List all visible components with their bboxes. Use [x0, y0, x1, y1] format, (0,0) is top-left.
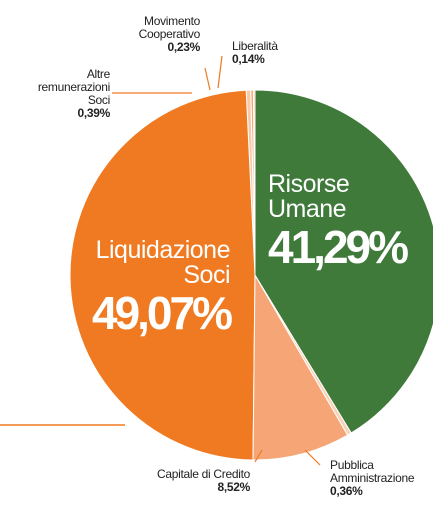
slice-label: Risorse Umane 41,29% — [268, 170, 418, 273]
category-name: Altre remunerazioni Soci — [37, 67, 110, 107]
slice-label: Movimento Cooperativo 0,23% — [105, 14, 201, 54]
slice-label: Liquidazione Soci 49,07% — [70, 236, 233, 339]
category-name: Capitale di Credito — [156, 467, 250, 481]
pie-slice — [254, 89, 433, 434]
slice-label: Pubblica Amministrazione 0,36% — [330, 459, 433, 498]
category-name: Movimento Cooperativo — [138, 14, 201, 41]
value-label: 41,29% — [268, 221, 409, 273]
leader-line — [217, 55, 223, 89]
category-name: Risorse Umane — [268, 170, 350, 223]
value-label: 8,52% — [217, 480, 250, 494]
pie-slice — [252, 273, 349, 461]
slice-label: Liberalità 0,14% — [232, 40, 312, 66]
pie-slice — [69, 89, 256, 461]
slice-label: Capitale di Credito 8,52% — [130, 468, 250, 494]
value-label: 0,23% — [167, 40, 200, 54]
leader-line — [204, 67, 211, 91]
value-label: 0,14% — [232, 52, 265, 66]
leader-line — [304, 449, 321, 466]
value-label: 49,07% — [91, 287, 233, 339]
category-name: Liquidazione Soci — [95, 236, 231, 289]
leader-line — [254, 449, 263, 463]
category-name: Liberalità — [232, 39, 278, 53]
value-label: 0,39% — [77, 106, 110, 120]
value-label: 0,36% — [330, 484, 363, 498]
category-name: Pubblica Amministrazione — [330, 458, 415, 485]
slice-label: Altre remunerazioni Soci 0,39% — [10, 68, 110, 120]
